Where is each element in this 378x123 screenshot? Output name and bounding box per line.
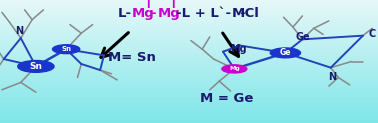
Text: L-: L- — [118, 7, 132, 20]
Bar — [0, 78, 378, 80]
Bar — [0, 23, 378, 25]
Text: -: - — [150, 7, 156, 20]
Text: C: C — [369, 29, 376, 39]
Bar — [0, 107, 378, 109]
Text: Ge: Ge — [280, 48, 291, 57]
Bar — [0, 64, 378, 66]
Text: Mg: Mg — [230, 44, 246, 54]
Bar — [0, 76, 378, 78]
Text: N: N — [328, 72, 337, 83]
Bar — [0, 43, 378, 45]
Text: Mg: Mg — [229, 66, 240, 71]
Bar — [0, 115, 378, 117]
Bar — [0, 80, 378, 82]
Bar — [0, 29, 378, 31]
Bar — [0, 47, 378, 49]
Bar — [0, 31, 378, 33]
Bar — [0, 14, 378, 16]
Text: M= Sn: M= Sn — [108, 51, 156, 64]
Bar — [0, 94, 378, 96]
Text: N: N — [15, 26, 23, 36]
Bar — [0, 6, 378, 8]
Circle shape — [222, 65, 247, 73]
Circle shape — [53, 45, 80, 54]
Bar — [0, 37, 378, 39]
Text: M = Ge: M = Ge — [200, 92, 254, 105]
Bar — [0, 82, 378, 84]
Bar — [0, 33, 378, 35]
Bar — [0, 41, 378, 43]
Text: Ge: Ge — [295, 32, 310, 42]
Bar — [0, 86, 378, 88]
Bar — [0, 113, 378, 115]
Bar — [0, 12, 378, 14]
Bar — [0, 18, 378, 21]
Bar — [0, 100, 378, 102]
Bar — [0, 39, 378, 41]
Bar — [0, 109, 378, 111]
Bar — [0, 59, 378, 62]
Bar — [0, 2, 378, 4]
Bar — [0, 53, 378, 55]
Bar — [0, 16, 378, 18]
Bar — [0, 35, 378, 37]
Bar — [0, 10, 378, 12]
Bar — [0, 102, 378, 105]
Bar — [0, 90, 378, 92]
Text: Sn: Sn — [29, 62, 42, 71]
Bar — [0, 68, 378, 70]
Bar — [0, 121, 378, 123]
Bar — [0, 0, 378, 2]
Bar — [0, 84, 378, 86]
Bar — [0, 70, 378, 72]
Bar — [0, 4, 378, 6]
Bar — [0, 96, 378, 98]
Bar — [0, 62, 378, 64]
Bar — [0, 72, 378, 74]
Bar — [0, 74, 378, 76]
Bar — [0, 98, 378, 100]
Bar — [0, 21, 378, 23]
Bar — [0, 27, 378, 29]
Bar — [0, 49, 378, 51]
Bar — [0, 51, 378, 53]
Bar — [0, 119, 378, 121]
Bar — [0, 105, 378, 107]
Text: Sn: Sn — [61, 46, 71, 52]
Text: -Cl: -Cl — [239, 7, 259, 20]
Bar — [0, 117, 378, 119]
Text: M: M — [232, 7, 245, 20]
Circle shape — [270, 48, 301, 58]
Text: I: I — [146, 0, 150, 10]
Text: Mg: Mg — [132, 7, 155, 20]
Bar — [0, 8, 378, 10]
Text: I: I — [172, 0, 175, 10]
Bar — [0, 25, 378, 27]
Bar — [0, 45, 378, 47]
Text: Mg: Mg — [158, 7, 180, 20]
Bar — [0, 55, 378, 57]
Bar — [0, 92, 378, 94]
Bar — [0, 88, 378, 90]
Bar — [0, 66, 378, 68]
Bar — [0, 57, 378, 59]
Text: -L + L`-: -L + L`- — [176, 7, 231, 20]
Circle shape — [18, 61, 54, 72]
Bar — [0, 111, 378, 113]
